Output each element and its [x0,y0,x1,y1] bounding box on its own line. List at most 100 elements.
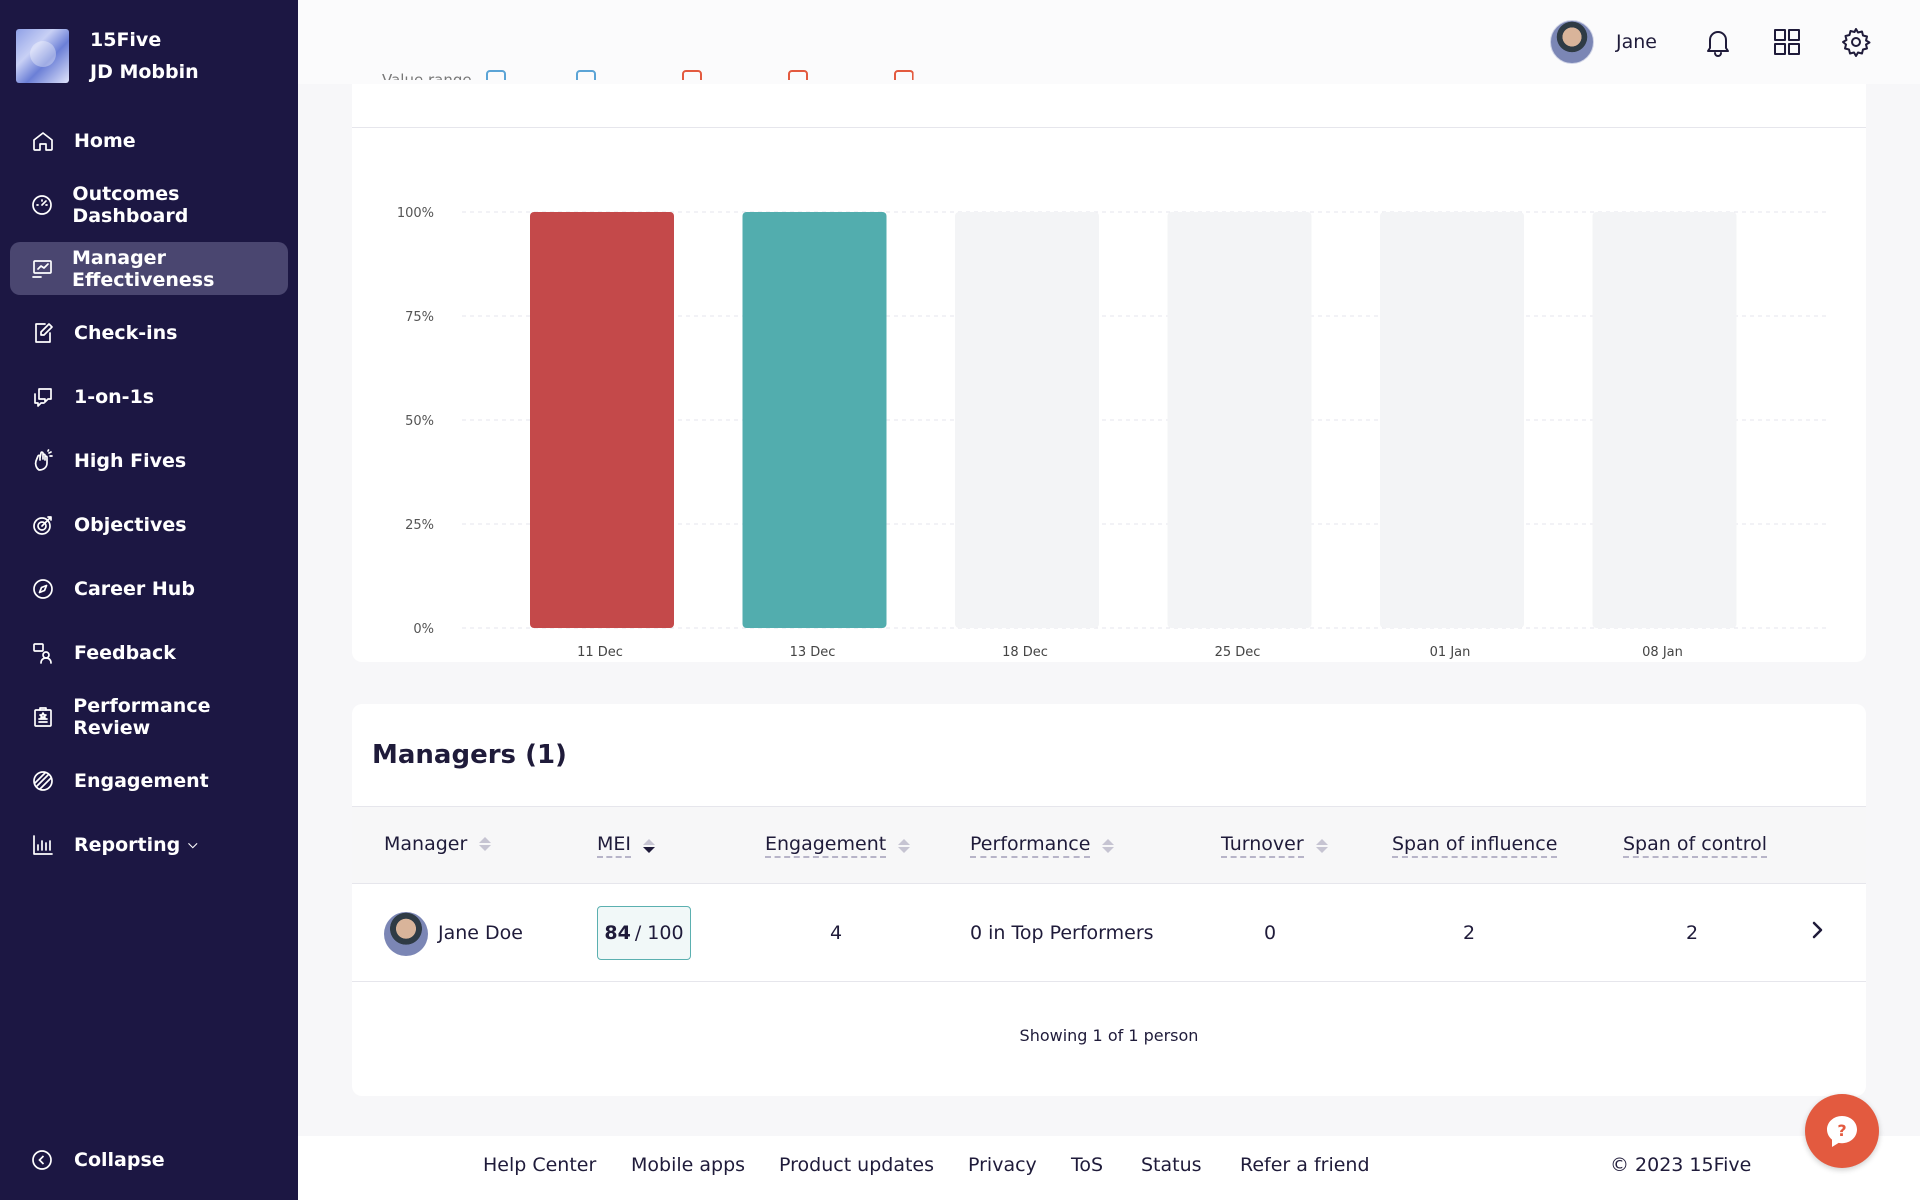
pagination-summary: Showing 1 of 1 person [1019,1026,1199,1045]
gauge-icon [30,192,54,218]
sidebar: 15Five JD Mobbin Home Outcomes Dashboard… [0,0,298,1200]
chevron-down-icon: ⌵ [188,837,198,851]
managers-title: Managers (1) [372,740,567,770]
chevron-right-icon[interactable] [1805,918,1829,942]
sidebar-item-label: 1-on-1s [74,385,155,408]
x-tick-label: 25 Dec [1215,645,1261,660]
footer-link-privacy[interactable]: Privacy [968,1154,1037,1176]
chevron-left-circle-icon [32,1150,52,1170]
sidebar-item-high-fives[interactable]: High Fives [10,434,288,487]
footer-link-product-updates[interactable]: Product updates [779,1154,935,1176]
avatar [384,912,428,956]
gear-icon[interactable] [1840,26,1872,58]
copyright: © 2023 15Five [1610,1154,1752,1176]
sidebar-item-1-on-1s[interactable]: 1-on-1s [10,370,288,423]
performance-value: 0 in Top Performers [970,922,1154,944]
sidebar-item-reporting[interactable]: Reporting ⌵ [10,818,288,871]
column-header-manager[interactable]: Manager [384,833,492,855]
engagement-icon [30,768,56,794]
x-tick-label: 13 Dec [790,645,836,660]
chart-bar [742,212,887,628]
turnover-value: 0 [1264,922,1277,944]
chart-bar-empty [1167,212,1312,628]
footer-link-refer-a-friend[interactable]: Refer a friend [1240,1154,1370,1176]
table-row[interactable]: Jane Doe 84 / 100 4 0 in Top Performers … [352,884,1866,982]
chart-bar-empty [1380,212,1524,628]
sidebar-item-label: High Fives [74,449,187,472]
legend-swatch[interactable] [575,70,596,80]
chart-bar-empty [1592,212,1737,628]
x-tick-label: 11 Dec [577,645,623,660]
sidebar-item-feedback[interactable]: Feedback [10,626,288,679]
bar-chart-icon [30,832,56,858]
sidebar-item-label: Manager Effectiveness [72,246,215,291]
avatar [1550,20,1594,64]
footer-link-status[interactable]: Status [1141,1154,1202,1176]
sidebar-item-label: Objectives [74,513,187,536]
footer-link-tos[interactable]: ToS [1071,1154,1104,1176]
legend-swatch[interactable] [893,70,914,80]
org-user-name: JD Mobbin [90,61,199,83]
sidebar-item-check-ins[interactable]: Check-ins [10,306,288,359]
manager-name[interactable]: Jane Doe [438,922,523,944]
divider [352,127,1866,128]
svg-text:?: ? [1837,1121,1846,1140]
sidebar-item-label: Check-ins [74,321,178,344]
sidebar-item-label: Performance Review [73,694,211,739]
x-tick-label: 01 Jan [1430,645,1471,660]
column-header-engagement[interactable]: Engagement [765,833,911,858]
org-switcher[interactable]: 15Five JD Mobbin [16,24,199,88]
help-chat-button[interactable]: ? [1805,1094,1879,1168]
user-menu[interactable]: Jane [1550,20,1657,64]
chat-bubbles-icon [30,384,56,410]
legend-swatch[interactable] [787,70,808,80]
sort-icon [1102,838,1115,853]
mei-score-badge[interactable]: 84 / 100 [597,906,691,960]
mei-score: 84 [604,922,631,944]
table-header: Manager MEI Engagement Performance Turno… [352,806,1866,884]
footer: Help Center Mobile apps Product updates … [298,1136,1920,1200]
sidebar-item-career-hub[interactable]: Career Hub [10,562,288,615]
collapse-button[interactable]: Collapse [30,1148,165,1172]
y-tick-label: 25% [405,518,434,533]
sort-icon [1315,838,1328,853]
column-header-mei[interactable]: MEI [597,833,656,858]
sidebar-item-label: Career Hub [74,577,195,600]
sort-icon [898,838,911,853]
sidebar-nav: Home Outcomes Dashboard Manager Effectiv… [10,114,288,882]
sidebar-item-home[interactable]: Home [10,114,288,167]
sidebar-item-performance-review[interactable]: Performance Review [10,690,288,743]
sidebar-item-label: Home [74,129,136,152]
sidebar-item-outcomes-dashboard[interactable]: Outcomes Dashboard [10,178,288,231]
sidebar-item-manager-effectiveness[interactable]: Manager Effectiveness [10,242,288,295]
help-chat-icon: ? [1827,1116,1857,1147]
mei-chart-card: Value range 0% 25% 50% 75% 100% 11 Dec 13 Dec 1… [352,70,1866,662]
span-of-influence-value: 2 [1463,922,1476,944]
legend-swatch[interactable] [485,70,506,80]
column-header-span-of-control[interactable]: Span of control [1623,833,1768,858]
x-tick-label: 08 Jan [1642,645,1683,660]
column-header-turnover[interactable]: Turnover [1221,833,1328,858]
legend-label: Value range [382,71,472,80]
footer-link-help-center[interactable]: Help Center [483,1154,597,1176]
column-header-performance[interactable]: Performance [970,833,1115,858]
chart-bar-empty [955,212,1099,628]
y-tick-label: 75% [405,310,434,325]
top-bar: Jane [298,0,1920,84]
mei-total: / 100 [634,922,684,944]
sidebar-item-engagement[interactable]: Engagement [10,754,288,807]
edit-note-icon [30,320,56,346]
bell-icon[interactable] [1702,26,1734,58]
footer-link-mobile-apps[interactable]: Mobile apps [631,1154,746,1176]
user-name: Jane [1616,31,1657,53]
sidebar-item-objectives[interactable]: Objectives [10,498,288,551]
y-tick-label: 50% [405,414,434,429]
chart-bar [530,212,674,628]
sidebar-item-label: Reporting [74,833,181,856]
apps-grid-icon[interactable] [1771,26,1803,58]
y-tick-label: 100% [397,206,434,221]
org-logo [16,29,69,83]
org-company-name: 15Five [90,29,162,51]
column-header-span-of-influence[interactable]: Span of influence [1392,833,1558,858]
legend-swatch[interactable] [681,70,702,80]
